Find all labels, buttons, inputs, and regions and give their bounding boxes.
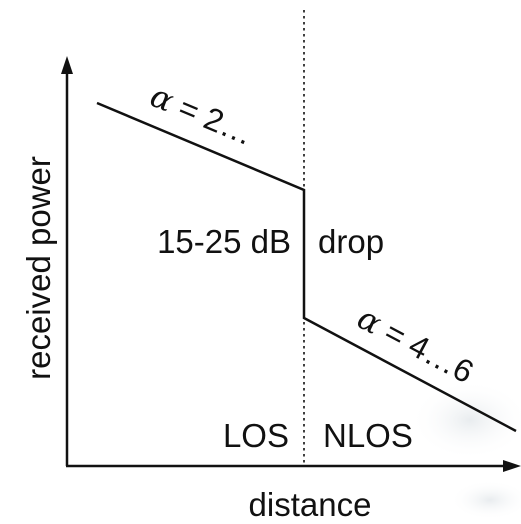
- alpha-los-label: α = 2…: [145, 76, 259, 153]
- alpha-los-value: = 2…: [165, 86, 258, 153]
- alpha-nlos-value: = 4…6: [371, 310, 480, 391]
- los-region-label: LOS: [223, 417, 289, 454]
- y-axis-label: received power: [20, 156, 57, 380]
- x-axis-label: distance: [249, 486, 372, 523]
- drop-word-label: drop: [318, 223, 384, 260]
- x-axis-arrowhead: [503, 460, 521, 472]
- background-smudge: [410, 380, 521, 460]
- nlos-region-label: NLOS: [323, 417, 413, 454]
- background-smudge: [450, 480, 521, 520]
- y-axis-arrowhead: [61, 56, 73, 74]
- drop-value-label: 15-25 dB: [157, 223, 291, 260]
- received-power-curve: [96, 101, 517, 433]
